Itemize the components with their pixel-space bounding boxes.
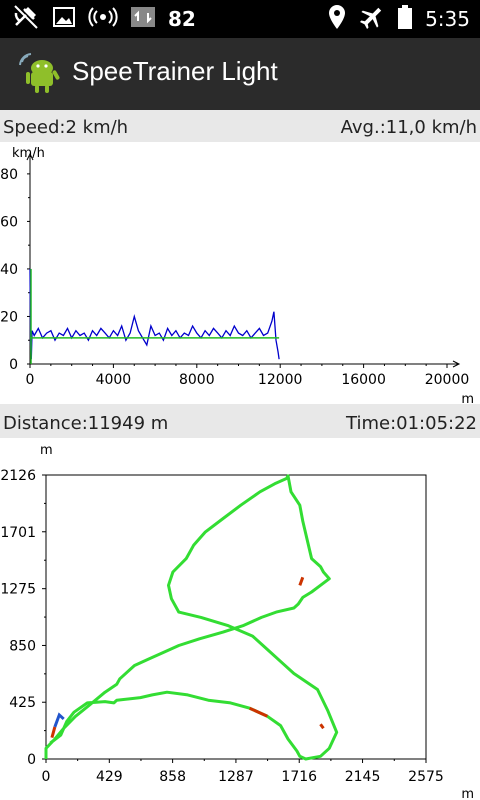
track-y-tick-label: 425 [9,695,36,711]
satellite-off-icon [12,3,40,35]
airplane-mode-icon [359,4,385,34]
status-bar: 82 5:35 [0,0,480,38]
track-y-tick-label: 1275 [0,582,36,598]
speed-x-tick-label: 4000 [96,372,132,388]
app-title: SpeeTrainer Light [72,56,278,86]
track-map-chart: 0 425 850 1275 1701 2126 0 429 858 1287 1716 2145 25… [0,443,474,800]
speed-y-tick-label: 60 [0,214,18,230]
speed-info-row: Speed:2 km/h Avg.:11,0 km/h [0,112,480,142]
speed-x-tick-label: 8000 [179,372,215,388]
track-y-tick-label: 0 [27,752,36,768]
track-x-tick-label: 858 [159,769,186,785]
track-map-panel: 0 425 850 1275 1701 2126 0 429 858 1287 1716 2145 25… [0,438,480,800]
app-android-icon[interactable] [18,52,60,94]
speed-x-tick-label: 16000 [341,372,386,388]
status-bar-left: 82 [12,4,196,34]
image-icon [52,5,76,33]
track-slow-segment [249,706,268,718]
navigation-bar [0,779,480,800]
speed-y-tick-label: 80 [0,167,18,183]
track-slow-segment [50,726,57,739]
speed-x-tick-label: 12000 [258,372,303,388]
track-y-tick-label: 850 [9,638,36,654]
speed-y-axis-label: km/h [12,146,45,161]
track-x-tick-label: 1287 [218,769,254,785]
notification-count: 82 [168,7,196,31]
speed-chart: 0 20 40 60 80 0 4000 8000 12000 16000 20000 km/h m [0,146,474,407]
gps-track-path [44,474,339,761]
speed-y-tick-label: 40 [0,262,18,278]
track-y-axis-label: m [40,443,53,458]
track-x-axis-label: m [461,787,474,800]
distance-label: Distance:11949 m [3,412,169,434]
home-button-icon[interactable] [227,783,253,797]
content-area: Speed:2 km/h Avg.:11,0 km/h 0 20 40 60 80 0 40… [0,110,480,800]
speed-x-axis-arrow [452,360,461,368]
battery-icon [397,4,413,34]
speed-series-line [29,268,280,360]
speed-x-tick-label: 0 [26,372,35,388]
speed-x-axis-label: m [461,392,474,404]
speed-y-axis-arrow [26,152,34,161]
elapsed-time-label: Time:01:05:22 [346,412,477,434]
action-bar: SpeeTrainer Light [0,38,480,110]
status-time: 5:35 [425,7,470,31]
speed-y-tick-label: 0 [9,357,18,373]
track-plot-frame [45,474,427,760]
track-start-segment [53,712,65,728]
track-slow-segment [319,723,325,730]
current-speed-label: Speed:2 km/h [3,116,129,138]
track-x-tick-label: 2575 [408,769,444,785]
distance-info-row: Distance:11949 m Time:01:05:22 [0,408,480,438]
track-x-tick-label: 1716 [281,769,317,785]
speed-y-tick-label: 20 [0,309,18,325]
status-bar-right: 5:35 [327,4,470,34]
track-x-tick-label: 429 [96,769,123,785]
broadcast-icon [88,5,118,33]
location-icon [327,4,347,34]
speed-chart-panel: 0 20 40 60 80 0 4000 8000 12000 16000 20000 km/h m [0,142,480,407]
track-y-tick-label: 2126 [0,468,36,484]
track-slow-segment [298,576,305,586]
track-y-tick-label: 1701 [0,525,36,541]
average-speed-label: Avg.:11,0 km/h [340,116,477,138]
track-x-tick-label: 2145 [345,769,381,785]
recent-apps-button-icon[interactable] [378,783,402,800]
track-x-tick-label: 0 [42,769,51,785]
sync-icon [130,5,156,33]
speed-x-tick-label: 20000 [425,372,470,388]
back-button-icon[interactable] [68,783,100,796]
